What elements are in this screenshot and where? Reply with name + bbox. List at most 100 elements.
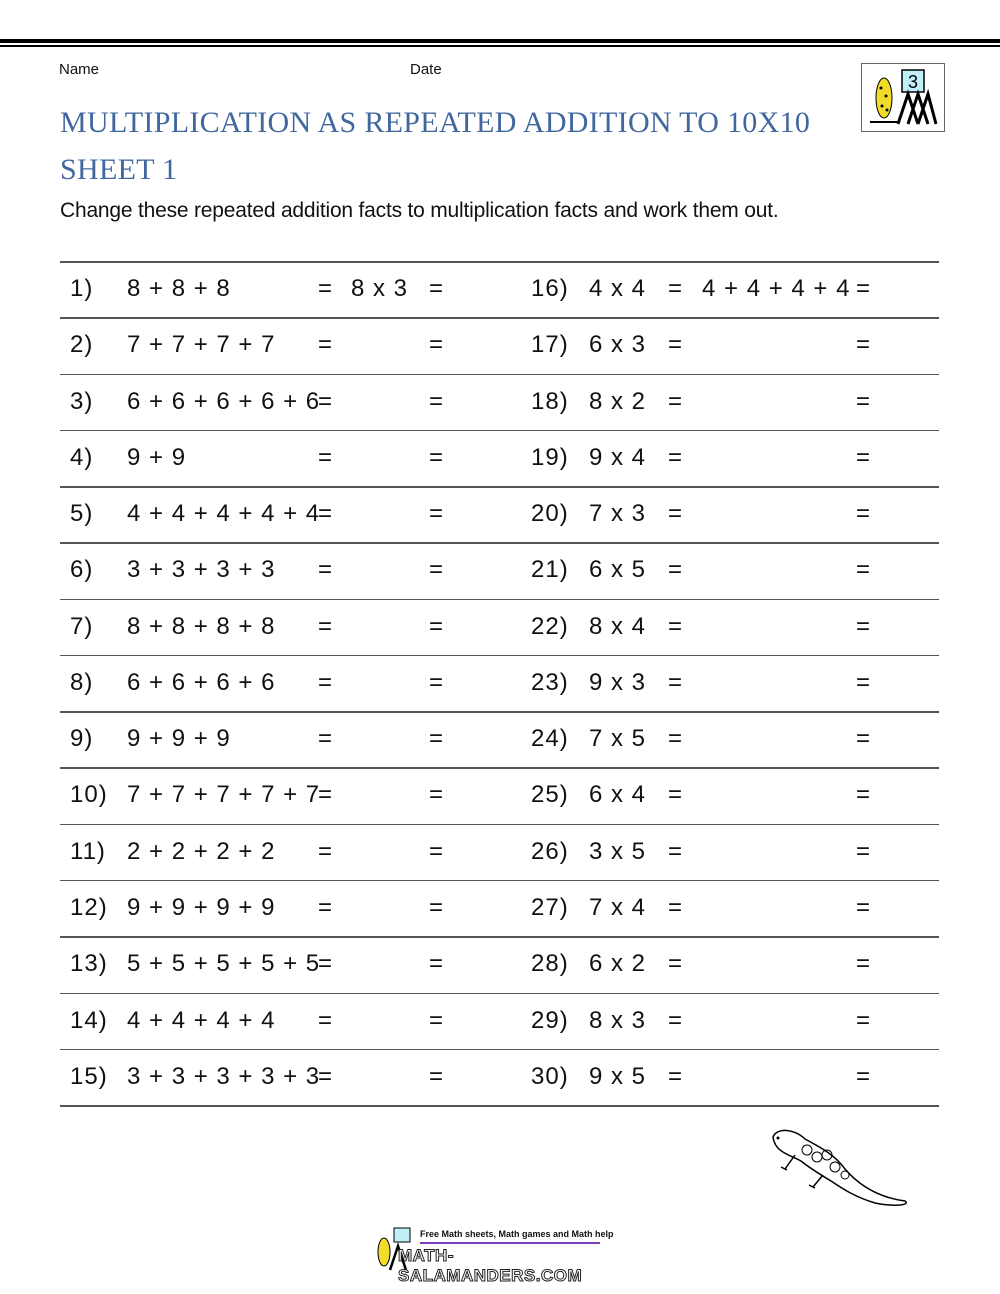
problem-eq2: = bbox=[429, 612, 445, 640]
page-title: MULTIPLICATION AS REPEATED ADDITION TO 1… bbox=[60, 106, 811, 139]
problem-eq1: = bbox=[318, 500, 334, 528]
problem-expr: 3 + 3 + 3 + 3 + 3 bbox=[127, 1062, 321, 1090]
problem-eq2: = bbox=[856, 275, 872, 302]
problem-eq1: = bbox=[668, 443, 684, 471]
problem-expr: 3 x 5 bbox=[589, 837, 647, 865]
problem-number: 14) bbox=[70, 1006, 108, 1034]
problem-number: 18) bbox=[531, 387, 569, 415]
problem-eq1: = bbox=[668, 612, 684, 640]
footer-brand[interactable]: Free Math sheets, Math games and Math he… bbox=[372, 1226, 632, 1286]
problem-expr: 9 + 9 + 9 + 9 bbox=[127, 893, 276, 921]
row-divider bbox=[60, 542, 939, 544]
problem-number: 15) bbox=[70, 1062, 108, 1090]
problem-eq1: = bbox=[318, 781, 334, 809]
problem-eq1: = bbox=[668, 387, 684, 415]
problem-eq2: = bbox=[429, 331, 445, 359]
problem-expr: 8 x 3 bbox=[589, 1006, 647, 1034]
problem-eq1: = bbox=[318, 387, 334, 415]
row-divider bbox=[60, 992, 939, 994]
problem-eq2: = bbox=[856, 443, 872, 471]
problem-expr: 6 x 5 bbox=[589, 556, 647, 584]
problem-expr: 2 + 2 + 2 + 2 bbox=[127, 837, 276, 865]
problem-expr: 4 x 4 bbox=[589, 275, 647, 302]
problem-eq2: = bbox=[429, 500, 445, 528]
problem-expr: 3 + 3 + 3 + 3 bbox=[127, 556, 276, 584]
problem-eq2: = bbox=[429, 893, 445, 921]
row-divider bbox=[60, 486, 939, 488]
problem-expr: 7 x 3 bbox=[589, 500, 647, 528]
problem-number: 21) bbox=[531, 556, 569, 584]
problem-answer[interactable]: 4 + 4 + 4 + 4 bbox=[702, 275, 851, 302]
problem-expr: 4 + 4 + 4 + 4 + 4 bbox=[127, 500, 321, 528]
problem-number: 9) bbox=[70, 725, 94, 753]
problem-eq2: = bbox=[856, 668, 872, 696]
problem-eq2: = bbox=[429, 668, 445, 696]
footer-divider bbox=[420, 1242, 600, 1244]
problem-eq1: = bbox=[668, 668, 684, 696]
problem-eq2: = bbox=[429, 275, 445, 302]
instructions: Change these repeated addition facts to … bbox=[60, 199, 779, 222]
row-divider bbox=[60, 261, 939, 263]
problem-eq1: = bbox=[668, 781, 684, 809]
footer-site-name[interactable]: MATH-SALAMANDERS.COM bbox=[398, 1246, 583, 1286]
problem-eq2: = bbox=[429, 950, 445, 978]
logo-badge: 3 bbox=[908, 72, 918, 92]
problem-eq1: = bbox=[318, 950, 334, 978]
problem-eq2: = bbox=[429, 781, 445, 809]
problem-number: 2) bbox=[70, 331, 94, 359]
problem-expr: 8 + 8 + 8 bbox=[127, 275, 231, 302]
problem-number: 27) bbox=[531, 893, 569, 921]
problem-expr: 7 x 4 bbox=[589, 893, 647, 921]
problem-expr: 8 x 2 bbox=[589, 387, 647, 415]
problem-eq1: = bbox=[318, 556, 334, 584]
problem-expr: 7 + 7 + 7 + 7 bbox=[127, 331, 276, 359]
row-divider bbox=[60, 317, 939, 319]
problem-eq1: = bbox=[318, 893, 334, 921]
problem-eq1: = bbox=[318, 725, 334, 753]
problem-expr: 8 + 8 + 8 + 8 bbox=[127, 612, 276, 640]
problem-number: 22) bbox=[531, 612, 569, 640]
row-divider bbox=[60, 654, 939, 657]
date-label: Date bbox=[410, 61, 442, 78]
row-divider bbox=[60, 936, 939, 938]
footer-tagline: Free Math sheets, Math games and Math he… bbox=[420, 1229, 614, 1239]
problem-eq1: = bbox=[318, 443, 334, 471]
problem-eq1: = bbox=[668, 893, 684, 921]
problem-eq2: = bbox=[429, 387, 445, 415]
problem-number: 10) bbox=[70, 781, 108, 809]
row-divider bbox=[60, 823, 939, 826]
problem-eq2: = bbox=[856, 500, 872, 528]
row-divider bbox=[60, 1048, 939, 1051]
problem-eq2: = bbox=[856, 556, 872, 584]
problem-eq1: = bbox=[668, 725, 684, 753]
problem-eq2: = bbox=[856, 331, 872, 359]
row-divider bbox=[60, 711, 939, 713]
problem-number: 11) bbox=[70, 837, 106, 865]
problem-eq1: = bbox=[668, 950, 684, 978]
problem-answer[interactable]: 8 x 3 bbox=[351, 275, 409, 302]
problem-eq2: = bbox=[429, 1062, 445, 1090]
problem-eq2: = bbox=[429, 1006, 445, 1034]
problem-number: 12) bbox=[70, 893, 108, 921]
problem-number: 7) bbox=[70, 612, 94, 640]
problem-expr: 7 x 5 bbox=[589, 725, 647, 753]
problem-number: 25) bbox=[531, 781, 569, 809]
problem-eq2: = bbox=[856, 781, 872, 809]
top-border-thin bbox=[0, 45, 1000, 47]
problem-expr: 9 x 4 bbox=[589, 443, 647, 471]
problem-eq1: = bbox=[318, 837, 334, 865]
problem-eq2: = bbox=[429, 443, 445, 471]
problem-number: 24) bbox=[531, 725, 569, 753]
problem-eq2: = bbox=[429, 837, 445, 865]
problem-expr: 6 x 2 bbox=[589, 950, 647, 978]
problem-number: 26) bbox=[531, 837, 569, 865]
problem-expr: 9 x 3 bbox=[589, 668, 647, 696]
row-divider bbox=[60, 429, 939, 432]
problem-expr: 9 x 5 bbox=[589, 1062, 647, 1090]
problem-expr: 6 + 6 + 6 + 6 + 6 bbox=[127, 387, 321, 415]
problem-number: 3) bbox=[70, 387, 94, 415]
problem-expr: 9 + 9 + 9 bbox=[127, 725, 231, 753]
row-divider bbox=[60, 598, 939, 601]
problem-eq1: = bbox=[318, 1062, 334, 1090]
problem-eq1: = bbox=[668, 275, 684, 302]
